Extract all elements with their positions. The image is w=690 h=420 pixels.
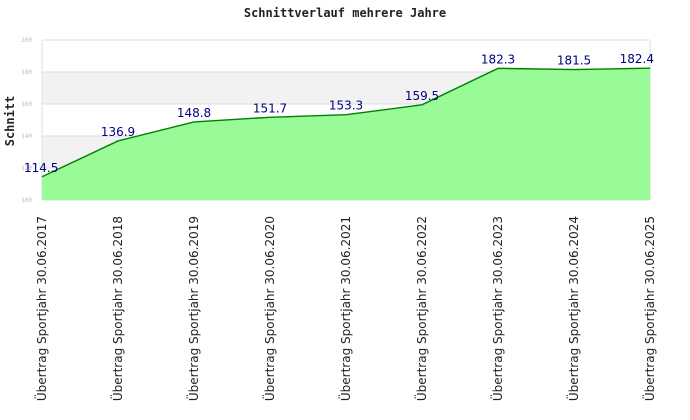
data-label: 181.5 (557, 54, 591, 68)
y-tick-label: 140 (21, 133, 32, 140)
data-labels: 114.5 136.9 148.8 151.7 153.3 159.5 182.3 181.5… (24, 52, 654, 175)
x-tick-label: Übertrag Sportjahr 30.06.2020 (261, 216, 277, 401)
y-axis-ticks: 100 120 140 160 180 200 (21, 37, 32, 204)
x-tick-label: Übertrag Sportjahr 30.06.2018 (109, 216, 125, 401)
area-fill (42, 68, 650, 200)
data-label: 136.9 (101, 125, 135, 139)
chart-title: Schnittverlauf mehrere Jahre (243, 6, 447, 20)
x-tick-label: Übertrag Sportjahr 30.06.2021 (337, 216, 353, 401)
x-tick-label: Übertrag Sportjahr 30.06.2017 (33, 216, 49, 401)
x-tick-label: Übertrag Sportjahr 30.06.2022 (413, 216, 429, 401)
data-label: 153.3 (329, 99, 363, 113)
y-tick-label: 160 (21, 101, 32, 108)
series-line (41, 67, 651, 178)
data-label: 148.8 (177, 106, 211, 120)
data-label: 114.5 (24, 161, 58, 175)
y-axis-label: Schnitt (3, 96, 17, 147)
x-tick-label: Übertrag Sportjahr 30.06.2024 (565, 216, 581, 401)
x-tick-label: Übertrag Sportjahr 30.06.2023 (489, 216, 505, 401)
y-tick-label: 100 (21, 197, 32, 204)
y-tick-label: 200 (21, 37, 32, 44)
grid-band (42, 40, 650, 72)
data-label: 151.7 (253, 101, 287, 115)
data-label: 182.3 (481, 52, 515, 66)
x-axis-ticks: Übertrag Sportjahr 30.06.2017 Übertrag Sp… (33, 216, 657, 401)
x-tick-label: Übertrag Sportjahr 30.06.2025 (641, 216, 657, 401)
x-tick-label: Übertrag Sportjahr 30.06.2019 (185, 216, 201, 401)
y-tick-label: 120 (21, 165, 32, 172)
data-label: 159.5 (405, 89, 439, 103)
data-label: 182.4 (620, 52, 654, 66)
y-tick-label: 180 (21, 69, 32, 76)
